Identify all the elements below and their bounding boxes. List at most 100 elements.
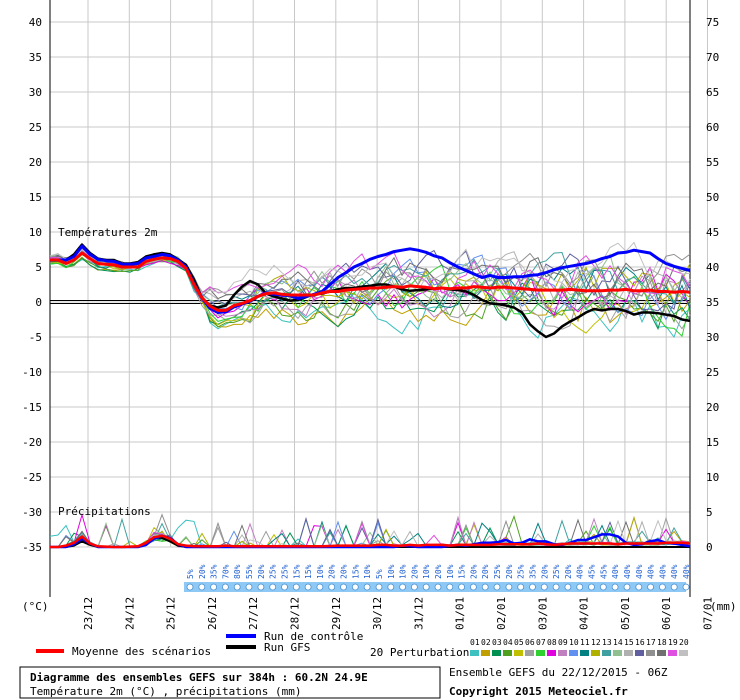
legend-perturbation-swatch [613,650,622,656]
probability-label: 15% [351,564,360,579]
probability-label: 40% [576,564,585,579]
run-info: Ensemble GEFS du 22/12/2015 - 06Z [449,666,668,679]
probability-marker [410,583,418,591]
legend-perturbation-swatch [481,650,490,656]
probability-label: 40% [682,564,691,579]
right-tick-label: 0 [706,541,713,554]
precipitation-section-label: Précipitations [58,505,151,518]
probability-label: 10% [387,564,396,579]
legend-perturbation-swatch [679,650,688,656]
probability-label: 35% [529,564,538,579]
probability-marker [198,583,206,591]
legend-perturbation-swatches: 01 02 03 04 05 06 07 08 09 10 11 12 13 14 15 16 17 18 19 20 [470,638,689,656]
left-tick-label: 25 [29,121,42,134]
legend-perturbation-id: 06 [525,638,535,647]
date-label: 31/12 [412,597,425,630]
legend-perturbations-label: 20 Perturbations [370,646,476,659]
probability-label: 45% [599,564,608,579]
probability-marker [458,583,466,591]
legend-perturbation-swatch [668,650,677,656]
probability-label: 40% [611,564,620,579]
probability-marker [540,583,548,591]
legend-control-label: Run de contrôle [264,630,363,643]
probability-label: 20% [434,564,443,579]
probability-marker [375,583,383,591]
probability-label: 40% [635,564,644,579]
date-label: 24/12 [123,597,136,630]
probability-marker [659,583,666,591]
right-axis-unit: (mm) [710,600,737,613]
legend-perturbation-swatch [525,650,534,656]
right-tick-label: 40 [706,261,719,274]
date-labels: 23/12 24/12 25/12 26/12 27/12 28/12 29/12 30/12… [82,597,715,630]
probability-label: 55% [245,564,254,579]
right-tick-label: 5 [706,506,713,519]
probability-marker [505,583,513,591]
probability-label: 10% [363,564,372,579]
gfs-temp-line [50,243,691,339]
legend-perturbation-id: 01 [470,638,480,647]
title-box [19,666,441,699]
date-label: 26/12 [206,597,219,630]
right-tick-label: 30 [706,331,719,344]
date-label: 03/01 [536,597,549,630]
legend-perturbation-id: 09 [558,638,568,647]
left-tick-label: -15 [22,401,42,414]
probability-label: 40% [647,564,656,579]
left-tick-label: -5 [29,331,42,344]
legend-gfs-label: Run GFS [264,641,310,654]
mean-precip-line [50,534,691,549]
legend-perturbation-id: 07 [536,638,546,647]
probability-marker [611,583,619,591]
date-label: 23/12 [82,597,95,630]
legend-perturbation-swatch [602,650,611,656]
legend-perturbation-swatch [657,650,666,656]
legend-perturbation-id: 12 [591,638,601,647]
probability-label: 40% [658,564,667,579]
probability-label: 25% [517,564,526,579]
legend-perturbation-swatch [580,650,589,656]
chart-title: Diagramme des ensembles GEFS sur 384h : … [30,671,368,684]
right-tick-label: 20 [706,401,719,414]
legend-perturbation-swatch [569,650,578,656]
legend-perturbation-swatch [635,650,644,656]
probability-marker [340,583,347,591]
legend-perturbation-swatch [536,650,545,656]
probability-label: 10% [446,564,455,579]
left-tick-label: -30 [22,506,42,519]
probability-marker [564,583,572,591]
legend-perturbation-swatch [470,650,479,656]
probability-marker [670,583,678,591]
date-label: 01/01 [454,597,467,630]
probability-label: 25% [493,564,502,579]
legend-perturbation-swatch [591,650,600,656]
probability-marker [576,583,584,591]
probability-label: 35% [210,564,219,579]
probability-label: 45% [588,564,597,579]
probability-marker [210,583,218,591]
probability-label: 10% [422,564,431,579]
legend-perturbation-id: 08 [547,638,557,647]
probability-marker [635,583,643,591]
date-label: 27/12 [247,597,260,630]
legend-perturbation-id: 19 [668,638,678,647]
date-label: 25/12 [165,597,178,630]
legend-perturbation-id: 02 [481,638,491,647]
left-tick-label: -20 [22,436,42,449]
right-tick-label: 10 [706,471,719,484]
probability-label: 40% [623,564,632,579]
legend-perturbation-id: 14 [613,638,623,647]
probability-label: 10% [399,564,408,579]
probability-marker [682,583,690,591]
probability-marker [245,583,253,591]
legend: Moyenne des scénarios Run de contrôle Ru… [36,630,689,659]
probability-marker [257,583,265,591]
main-lines [50,243,691,549]
probability-marker [469,583,477,591]
probability-label: 20% [410,564,419,579]
probability-marker [316,583,324,591]
legend-perturbation-swatch [547,650,556,656]
control-temp-line [50,244,691,314]
probability-marker [446,583,454,591]
right-tick-label: 45 [706,226,719,239]
